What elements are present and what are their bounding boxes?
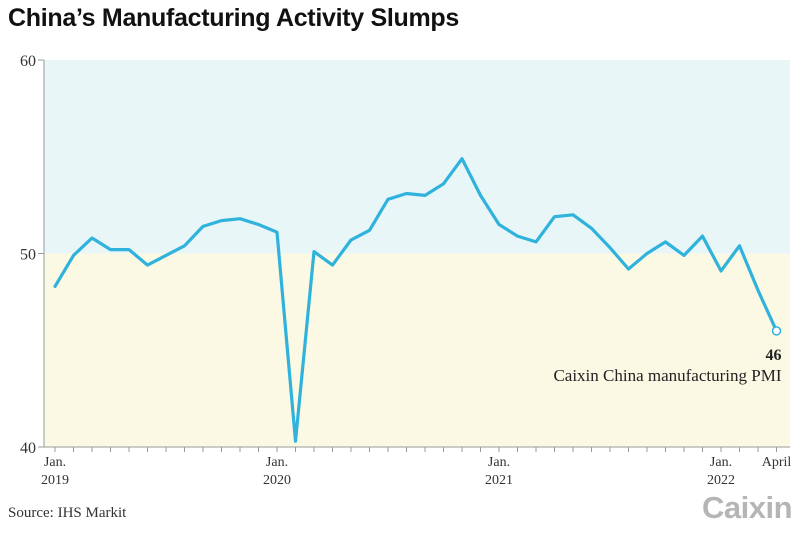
annotation-layer: 46 Caixin China manufacturing PMI [553,326,782,385]
y-axis: 40 50 60 [20,53,45,457]
caixin-logo: Caixin [701,490,793,525]
contraction-band [44,253,790,447]
x-tick-label: April [762,455,792,470]
x-axis: Jan. 2019 Jan. 2020 Jan. 2021 Jan. 2022 April [41,446,792,488]
y-tick-label: 40 [20,440,36,457]
x-tick-label: Jan. [44,455,66,470]
chart-title: China’s Manufacturing Activity Slumps [8,4,459,32]
x-tick-label-year: 2021 [485,473,513,488]
last-value-label: 46 [766,347,782,364]
expansion-band [44,60,790,254]
x-tick-label: Jan. [266,455,288,470]
x-tick-label-year: 2020 [263,473,291,488]
y-tick-label: 60 [20,53,36,70]
y-tick-label: 50 [20,247,36,264]
x-tick-label: Jan. [710,455,732,470]
source-note: Source: IHS Markit [8,505,127,521]
x-tick-label: Jan. [488,455,510,470]
series-layer [53,157,779,443]
x-tick-label-year: 2019 [41,473,69,488]
last-point-marker [771,326,782,336]
x-tick-label-year: 2022 [707,473,735,488]
series-label: Caixin China manufacturing PMI [553,366,781,385]
pmi-series-line [53,157,779,443]
